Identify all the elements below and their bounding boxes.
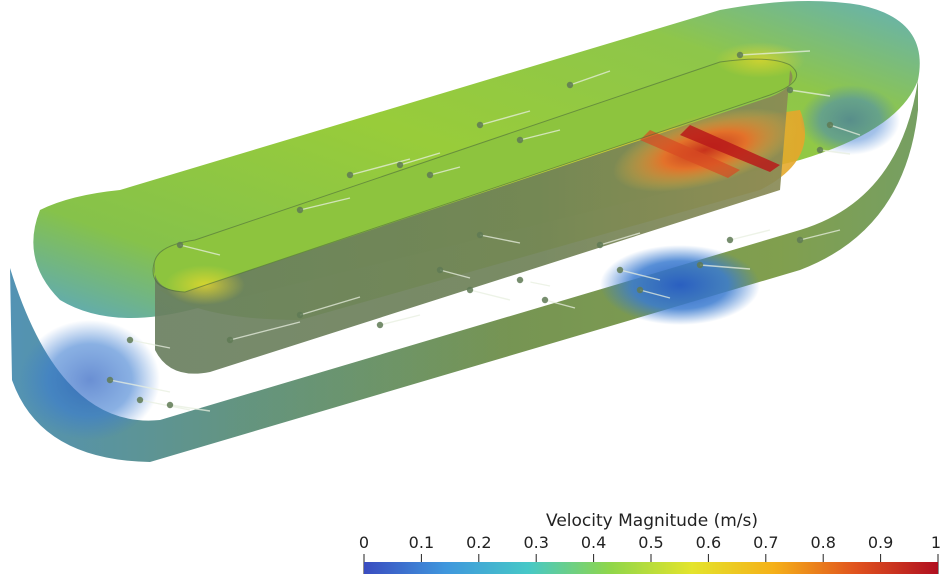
streamline-seed <box>476 231 484 239</box>
colorbar-bar <box>364 562 938 574</box>
streamline <box>229 321 301 341</box>
streamline <box>699 264 751 270</box>
streamline <box>739 50 811 56</box>
streamline <box>179 244 221 256</box>
streamline-seed <box>516 276 524 284</box>
streamline-seed <box>516 136 524 144</box>
colorbar-tick-label: 0.9 <box>868 533 893 552</box>
streamline <box>789 89 831 97</box>
colorbar: Velocity Magnitude (m/s) 0 0.1 0.2 0.3 0.4 0.… <box>359 511 941 574</box>
streamline <box>519 129 561 141</box>
streamline-seed <box>636 286 644 294</box>
streamline-seed <box>596 241 604 249</box>
streamline-seed <box>796 236 804 244</box>
streamline <box>299 197 351 211</box>
streamline-seed <box>426 171 434 179</box>
colorbar-tick-label: 0 <box>359 533 369 552</box>
streamline-seed <box>176 241 184 249</box>
streamline <box>429 166 461 176</box>
streamline <box>349 158 411 176</box>
yellow-region-right <box>715 42 805 78</box>
streamline <box>439 269 471 279</box>
colorbar-ticks: 0 0.1 0.2 0.3 0.4 0.5 0.6 0.7 0.8 0.9 1 <box>359 533 941 574</box>
colorbar-tick-label: 0.5 <box>638 533 663 552</box>
high-velocity-band <box>680 125 780 172</box>
streamline-seed <box>106 376 114 384</box>
colorbar-tick-label: 0.1 <box>409 533 434 552</box>
colorbar-tick-label: 1 <box>931 533 941 552</box>
streamline-seed <box>726 236 734 244</box>
colorbar-title: Velocity Magnitude (m/s) <box>546 511 758 531</box>
streamline-seed <box>296 311 304 319</box>
low-velocity-region-left <box>20 320 160 440</box>
streamline <box>109 379 171 393</box>
streamline-seed <box>376 321 384 329</box>
highlight-seed <box>523 278 531 286</box>
streamline-seed <box>296 206 304 214</box>
streamline-seed <box>826 121 834 129</box>
streamline-seed <box>476 121 484 129</box>
streamline-seed <box>126 336 134 344</box>
streamline-seed <box>346 171 354 179</box>
streamline-seed <box>786 86 794 94</box>
streamline <box>729 229 771 241</box>
streamline <box>299 296 361 316</box>
streamline-seed <box>436 266 444 274</box>
colorbar-tick-label: 0.7 <box>753 533 778 552</box>
streamline <box>829 124 861 136</box>
colorbar-tick-label: 0.4 <box>581 533 606 552</box>
colorbar-tick-label: 0.2 <box>466 533 491 552</box>
streamline-seed <box>616 266 624 274</box>
streamline <box>469 289 511 301</box>
streamline <box>799 229 841 241</box>
streamline <box>639 289 671 299</box>
streamline-seed <box>226 336 234 344</box>
colorbar-tick-label: 0.3 <box>523 533 548 552</box>
streamline-seed <box>736 51 744 59</box>
streamline-seed <box>541 296 549 304</box>
streamline <box>569 70 611 86</box>
streamline <box>619 269 661 281</box>
high-velocity-region <box>612 108 798 192</box>
streamline <box>544 299 576 309</box>
colorbar-tick-label: 0.8 <box>810 533 835 552</box>
streamline-seed <box>566 81 574 89</box>
high-velocity-band-2 <box>640 130 740 178</box>
streamline <box>599 232 641 246</box>
streamline-seed <box>816 146 824 154</box>
streamline <box>399 152 441 166</box>
streamline <box>139 399 191 411</box>
streamline <box>479 234 521 244</box>
streamline <box>129 339 171 349</box>
low-velocity-region-center <box>600 245 760 325</box>
streamline-seed <box>136 396 144 404</box>
streamline-seed <box>166 401 174 409</box>
low-velocity-region-top-right <box>800 85 900 155</box>
streamline <box>379 314 421 326</box>
streamline-seed <box>396 161 404 169</box>
streamline <box>169 404 211 412</box>
streamline <box>479 110 531 126</box>
streamline <box>819 149 851 155</box>
streamline-seed <box>466 286 474 294</box>
colorbar-tick-label: 0.6 <box>696 533 721 552</box>
inner-island-top <box>153 59 797 292</box>
streamline-seed <box>696 261 704 269</box>
streamline-particles <box>106 50 861 412</box>
